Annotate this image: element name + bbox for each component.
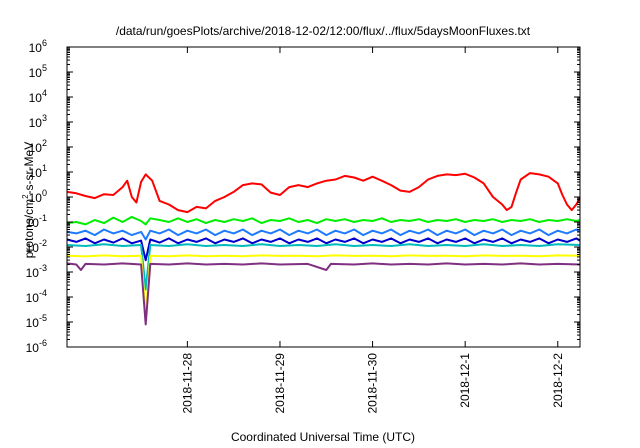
y-tick-label: 106 — [29, 38, 47, 55]
y-tick-label: 101 — [29, 163, 47, 180]
y-tick-label: 10-1 — [26, 213, 47, 230]
series-line-4 — [66, 237, 581, 262]
series-line-5 — [66, 243, 581, 291]
chart-title: /data/run/goesPlots/archive/2018-12-02/1… — [116, 24, 531, 38]
series-line-7 — [66, 262, 581, 326]
y-axis-label: protons/cm2-s-sr-MeV — [21, 142, 36, 258]
x-axis-label: Coordinated Universal Time (UTC) — [231, 430, 415, 444]
y-tick-label: 10-5 — [26, 313, 47, 330]
x-tick-label: 2018-12-1 — [458, 353, 472, 408]
series-line-1 — [66, 172, 581, 214]
x-tick-label: 2018-11-28 — [180, 353, 194, 414]
x-tick-label: 2018-12-2 — [551, 353, 565, 408]
plot-frame — [66, 46, 581, 348]
y-tick-label: 104 — [29, 88, 47, 105]
series-line-3 — [66, 228, 581, 241]
y-tick-label: 103 — [29, 113, 47, 130]
y-tick-label: 105 — [29, 63, 47, 80]
y-tick-label: 10-3 — [26, 263, 47, 280]
series-layer — [66, 172, 581, 326]
x-tick-label: 2018-11-30 — [366, 353, 380, 414]
y-tick-label: 10-6 — [26, 338, 47, 355]
y-tick-label: 100 — [29, 188, 47, 205]
y-tick-label: 102 — [29, 138, 47, 155]
y-tick-label: 10-4 — [26, 288, 47, 305]
tick-layer: 10-6 10-5 10-4 10-3 10-2 10-1 100 101 102 103 104 1… — [26, 38, 580, 414]
y-tick-label: 10-2 — [26, 238, 47, 255]
x-tick-label: 2018-11-29 — [273, 353, 287, 414]
series-line-2 — [66, 215, 581, 226]
